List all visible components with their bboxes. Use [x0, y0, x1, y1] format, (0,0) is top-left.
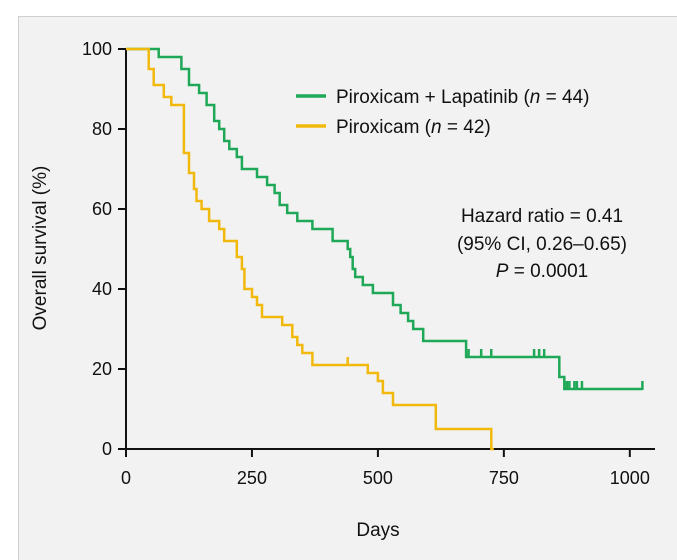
x-tick-label: 750 — [489, 468, 519, 488]
legend-label: Piroxicam (n = 42) — [336, 117, 491, 138]
y-tick-label: 80 — [92, 119, 112, 139]
confidence-interval-text: (95% CI, 0.26–0.65) — [457, 234, 627, 255]
y-tick-label: 60 — [92, 199, 112, 219]
y-axis-label: Overall survival (%) — [30, 166, 51, 331]
legend: Piroxicam + Lapatinib (n = 44) Piroxicam … — [296, 87, 590, 138]
legend-entry-1: Piroxicam (n = 42) — [296, 117, 491, 138]
hazard-ratio-text: Hazard ratio = 0.41 — [461, 206, 623, 227]
series-0 — [126, 47, 644, 391]
y-tick-label: 0 — [102, 439, 112, 459]
x-tick-label: 0 — [121, 468, 131, 488]
p-value-text: P = 0.0001 — [496, 261, 588, 282]
y-tick-label: 100 — [82, 39, 112, 59]
series-1 — [126, 47, 494, 451]
legend-label: Piroxicam + Lapatinib (n = 44) — [336, 87, 590, 108]
legend-entry-0: Piroxicam + Lapatinib (n = 44) — [296, 87, 590, 108]
x-tick-label: 1000 — [610, 468, 650, 488]
x-tick-label: 250 — [237, 468, 267, 488]
survival-curves — [126, 47, 644, 451]
survival-step-line — [126, 47, 643, 391]
x-axis-label: Days — [356, 520, 399, 541]
hazard-annotation: Hazard ratio = 0.41 (95% CI, 0.26–0.65) P … — [457, 206, 627, 282]
y-tick-label: 40 — [92, 279, 112, 299]
survival-step-line — [126, 47, 494, 451]
x-tick-label: 500 — [363, 468, 393, 488]
y-tick-label: 20 — [92, 359, 112, 379]
figure-panel — [18, 16, 677, 560]
